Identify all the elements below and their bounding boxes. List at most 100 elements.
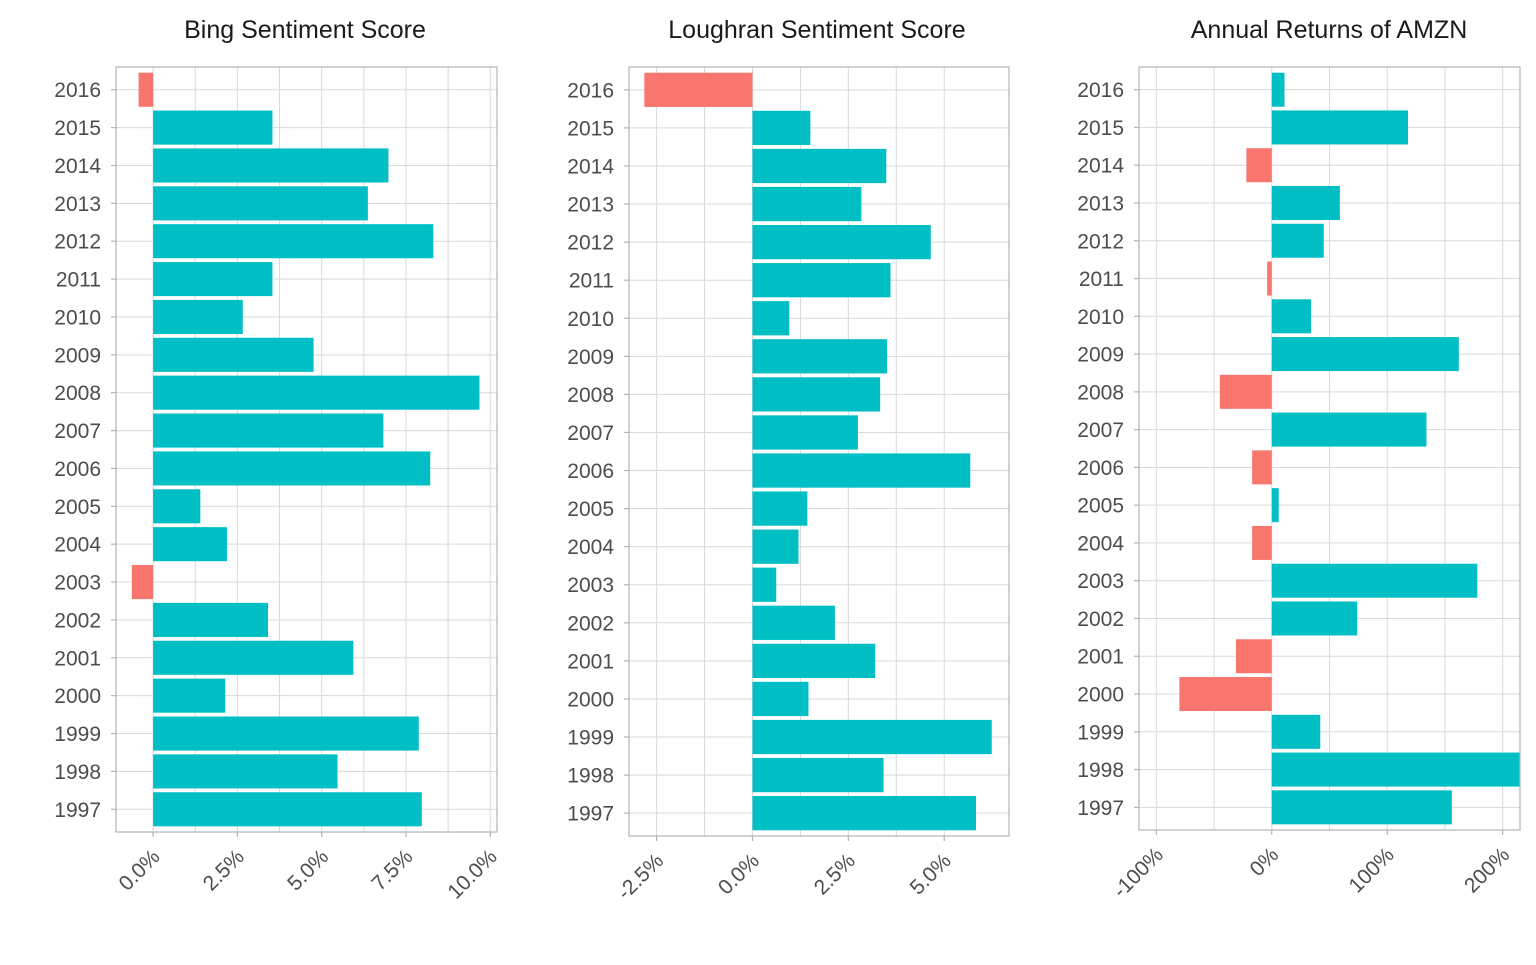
y-tick-label: 2002: [54, 609, 101, 632]
bar-1998: [153, 754, 338, 789]
bar-2014: [752, 148, 887, 184]
y-tick-label: 2004: [567, 536, 614, 559]
bar-2002: [752, 605, 835, 640]
y-tick-label: 2006: [1077, 457, 1124, 480]
panel-title: Loughran Sentiment Score: [668, 16, 965, 44]
panel-border: [628, 66, 1010, 837]
bar-2013: [153, 186, 368, 221]
x-tick-label: 0%: [1246, 843, 1284, 881]
bar-2016: [138, 72, 154, 107]
y-tick-label: 1999: [567, 727, 614, 750]
bar-2003: [131, 565, 154, 600]
y-tick-label: 1999: [54, 723, 101, 746]
panel-title: Bing Sentiment Score: [184, 16, 426, 44]
bar-2016: [644, 72, 753, 107]
y-tick-label: 2012: [567, 232, 614, 255]
y-tick-label: 2001: [54, 647, 101, 670]
bar-1999: [752, 719, 992, 755]
bar-2001: [153, 640, 354, 675]
bar-1998: [752, 757, 884, 793]
y-tick-label: 1999: [1077, 721, 1124, 744]
y-tick-label: 2000: [1077, 684, 1124, 707]
y-tick-label: 2007: [1077, 419, 1124, 442]
bar-2006: [1252, 450, 1272, 485]
bar-2004: [1252, 525, 1272, 560]
y-tick-label: 1997: [54, 799, 101, 822]
bar-2000: [153, 678, 226, 713]
bar-1999: [153, 716, 419, 751]
y-tick-label: 2013: [1077, 192, 1124, 215]
bar-2008: [1219, 374, 1272, 409]
y-tick-label: 2010: [54, 306, 101, 329]
y-tick-label: 2003: [567, 574, 614, 597]
bar-2014: [153, 148, 389, 183]
y-tick-label: 2005: [1077, 495, 1124, 518]
bar-2016: [1271, 72, 1285, 107]
x-tick-label: 5.0%: [283, 845, 333, 895]
y-tick-label: 2010: [1077, 306, 1124, 329]
x-tick-label: 200%: [1460, 843, 1514, 897]
bar-2002: [153, 602, 269, 637]
y-tick-label: 2006: [54, 458, 101, 481]
bar-2001: [752, 643, 876, 679]
y-tick-label: 2001: [1077, 646, 1124, 669]
y-tick-label: 2003: [1077, 570, 1124, 593]
panel-2: Loughran Sentiment Score 1997 1998 1999 2000…: [567, 16, 1010, 904]
x-tick-label: 100%: [1345, 843, 1399, 897]
y-tick-label: 2014: [567, 155, 614, 178]
y-tick-label: 2009: [567, 346, 614, 369]
bar-2000: [752, 681, 809, 717]
y-tick-label: 2009: [1077, 344, 1124, 367]
bar-2009: [1271, 337, 1459, 372]
x-tick-label: -2.5%: [613, 849, 668, 904]
y-tick-label: 2015: [1077, 117, 1124, 140]
y-tick-label: 2014: [54, 155, 101, 178]
bar-2015: [752, 110, 811, 146]
bar-2008: [752, 377, 881, 412]
bar-2003: [752, 567, 777, 602]
panel-1: Bing Sentiment Score 1997 1998 1999 2000 2001…: [54, 16, 502, 904]
bar-2011: [153, 262, 273, 297]
panel-border: [1138, 66, 1521, 831]
bar-2003: [1271, 563, 1478, 598]
y-tick-label: 2000: [567, 688, 614, 711]
bar-2004: [752, 529, 799, 564]
y-tick-label: 2002: [1077, 608, 1124, 631]
y-tick-label: 2013: [567, 194, 614, 217]
bar-2012: [752, 224, 931, 260]
bar-1998: [1271, 752, 1520, 787]
y-tick-label: 2014: [1077, 155, 1124, 178]
bar-2014: [1246, 148, 1272, 183]
y-tick-label: 2009: [54, 344, 101, 367]
bar-2000: [1179, 677, 1272, 712]
bar-1999: [1271, 714, 1321, 749]
bar-2002: [1271, 601, 1358, 636]
y-tick-label: 2010: [567, 308, 614, 331]
bar-2004: [153, 527, 227, 562]
y-tick-label: 2015: [54, 117, 101, 140]
bar-2011: [1267, 261, 1272, 296]
bar-2015: [1271, 110, 1409, 145]
bar-2013: [752, 186, 862, 222]
x-tick-label: 10.0%: [443, 845, 501, 903]
y-tick-label: 2004: [1077, 532, 1124, 555]
y-tick-label: 2007: [567, 422, 614, 445]
y-tick-label: 2008: [567, 384, 614, 407]
x-tick-label: 2.5%: [199, 845, 249, 895]
x-tick-label: -100%: [1109, 843, 1168, 902]
bar-2005: [153, 489, 201, 524]
bar-2006: [752, 453, 971, 488]
y-tick-label: 2016: [567, 79, 614, 102]
bar-2012: [1271, 223, 1324, 258]
y-tick-label: 2008: [1077, 381, 1124, 404]
y-tick-label: 2005: [567, 498, 614, 521]
x-tick-label: 2.5%: [810, 849, 860, 899]
bar-2005: [752, 491, 808, 526]
bar-2006: [153, 451, 431, 486]
x-tick-label: 7.5%: [367, 845, 417, 895]
panel-border: [115, 66, 498, 833]
x-tick-label: 0.0%: [714, 849, 764, 899]
y-tick-label: 1997: [1077, 797, 1124, 820]
